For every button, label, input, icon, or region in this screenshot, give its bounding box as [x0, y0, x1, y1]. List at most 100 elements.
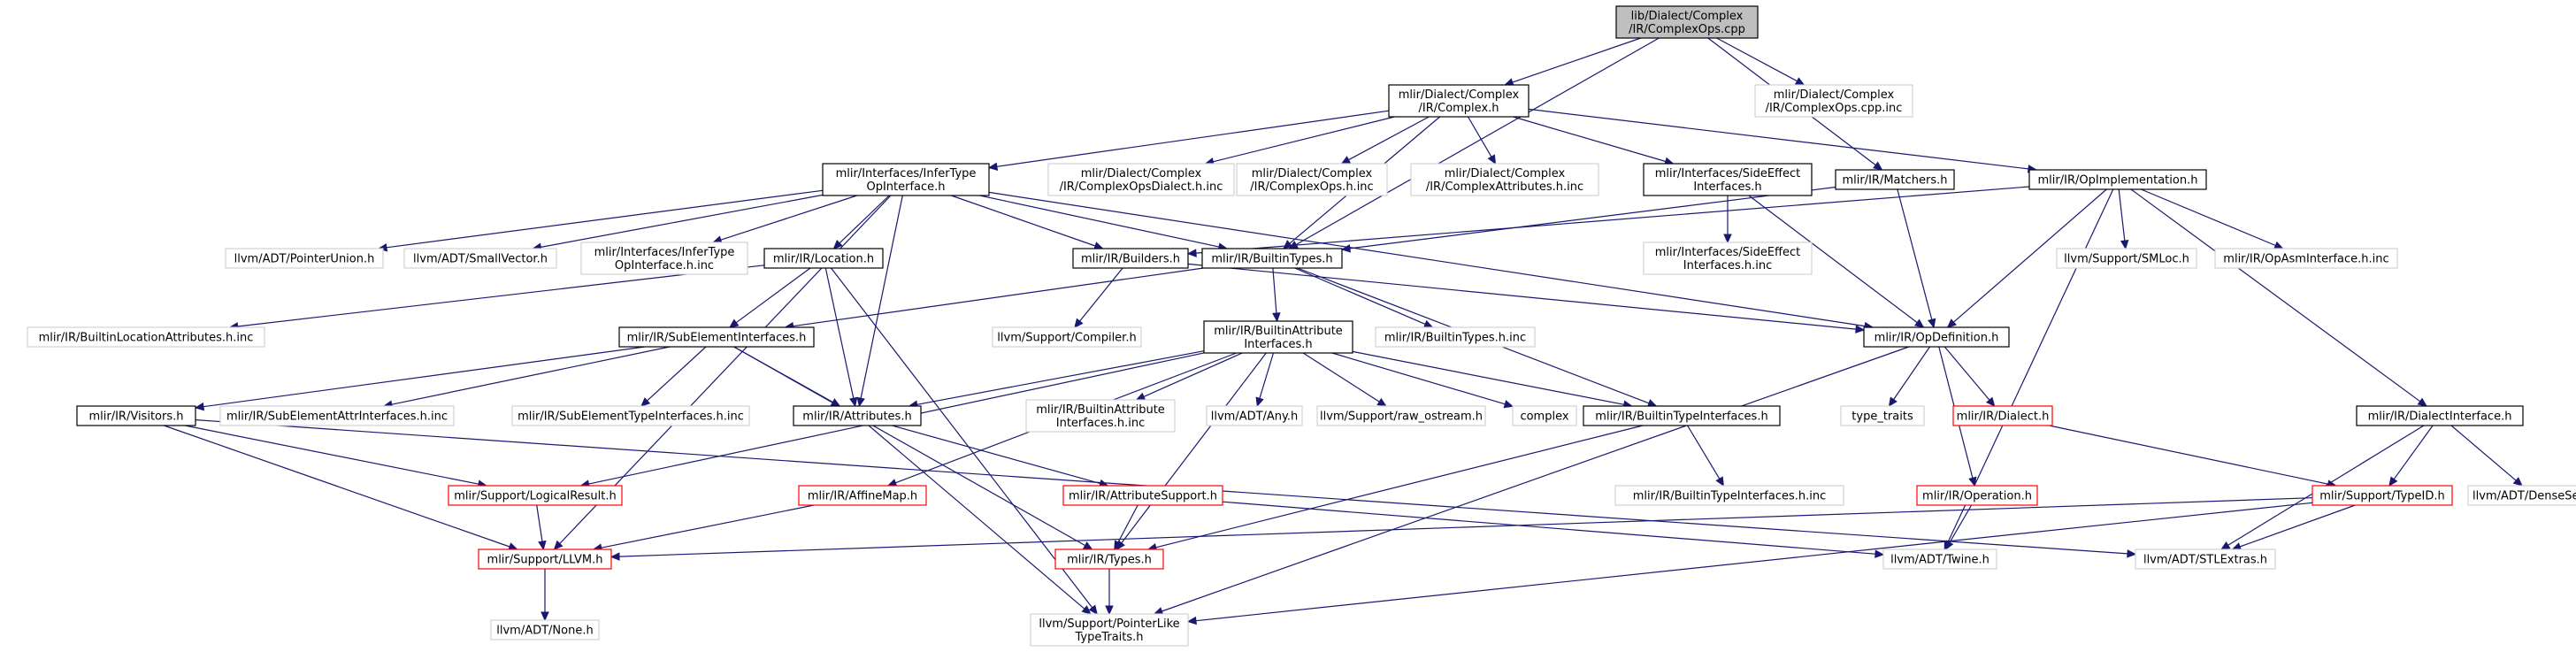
node-box [490, 619, 600, 640]
node-box [1025, 399, 1176, 433]
node-box [2312, 485, 2453, 506]
node-denseset: llvm/ADT/DenseSet.h [2467, 485, 2576, 506]
node-attrsupport[interactable]: mlir/IR/AttributeSupport.h [1062, 485, 1223, 506]
node-box [225, 248, 384, 269]
node-complex: complex [1512, 405, 1577, 426]
edge-attrsupport-to-twine [1222, 501, 1885, 558]
node-location[interactable]: mlir/IR/Location.h [763, 248, 884, 269]
node-types[interactable]: mlir/IR/Types.h [1054, 548, 1164, 570]
node-label: mlir/IR/OpImplementation.h [2038, 174, 2198, 188]
node-box [76, 405, 196, 426]
node-box [1643, 242, 1813, 275]
edge-builtintypes-to-subelement [784, 267, 1204, 331]
node-box [1072, 248, 1189, 269]
node-label: Interfaces.h [1693, 180, 1761, 194]
node-complex-h[interactable]: mlir/Dialect/Complex/IR/Complex.h [1388, 84, 1530, 118]
edge-opdefinition-to-type_traits [1888, 346, 1930, 408]
node-complexops-h-inc: mlir/Dialect/Complex/IR/ComplexOps.h.inc [1236, 163, 1388, 196]
node-label: mlir/Interfaces/SideEffect [1655, 167, 1801, 180]
node-builtintypes[interactable]: mlir/IR/BuiltinTypes.h [1201, 248, 1343, 269]
node-box [1615, 5, 1759, 39]
node-builders[interactable]: mlir/IR/Builders.h [1072, 248, 1189, 269]
edge-infertype-to-location [832, 195, 890, 249]
node-opasm-inc: mlir/IR/OpAsmInterface.h.inc [2214, 248, 2398, 269]
node-opimpl[interactable]: mlir/IR/OpImplementation.h [2028, 169, 2207, 190]
node-box [27, 326, 265, 348]
nodes-layer: lib/Dialect/Complex/IR/ComplexOps.cpp mli… [27, 5, 2576, 647]
node-box [1614, 485, 1844, 506]
node-subelement[interactable]: mlir/IR/SubElementInterfaces.h [618, 326, 815, 348]
node-label: mlir/IR/DialectInterface.h [2368, 410, 2512, 424]
node-affinemap[interactable]: mlir/IR/AffineMap.h [798, 485, 927, 506]
node-label: mlir/IR/SubElementTypeInterfaces.h.inc [518, 410, 744, 424]
edge-typeid-to-pointerlike [1186, 502, 2313, 625]
node-label: TypeTraits.h [1074, 631, 1143, 644]
node-box [219, 405, 455, 426]
node-llvm-h[interactable]: mlir/Support/LLVM.h [478, 548, 612, 570]
edge-infertype-to-infertype_inc [712, 195, 857, 244]
node-label: mlir/IR/AffineMap.h [808, 490, 917, 503]
node-visitors[interactable]: mlir/IR/Visitors.h [76, 405, 196, 426]
node-label: mlir/IR/OpAsmInterface.h.inc [2223, 253, 2388, 266]
edge-subelement-to-subelemattr_inc [382, 346, 671, 409]
node-box [1375, 326, 1536, 348]
node-box [618, 326, 815, 348]
node-attributes[interactable]: mlir/IR/Attributes.h [793, 405, 922, 426]
node-box [1388, 84, 1530, 118]
node-smallvector: llvm/ADT/SmallVector.h [403, 248, 557, 269]
node-complexops-cpp[interactable]: lib/Dialect/Complex/IR/ComplexOps.cpp [1615, 5, 1759, 39]
node-dialect[interactable]: mlir/IR/Dialect.h [1952, 405, 2053, 426]
edge-attributes-to-pointerlike [868, 425, 1092, 615]
node-label: mlir/IR/BuiltinAttribute [1214, 325, 1343, 338]
node-label: /IR/ComplexOpsDialect.h.inc [1060, 180, 1223, 194]
edge-subelement-to-subelemtype_inc [640, 346, 707, 407]
node-logicalresult[interactable]: mlir/Support/LogicalResult.h [448, 485, 623, 506]
edge-complex_h-to-complexopsdialect_inc [1204, 116, 1395, 166]
edge-location-to-builtinlocattrs_inc [228, 265, 765, 331]
node-box [2056, 248, 2197, 269]
node-box [1203, 320, 1353, 354]
edge-attributes-to-attrsupport [892, 425, 1109, 488]
node-label: mlir/Interfaces/SideEffect [1655, 246, 1801, 259]
node-box [2214, 248, 2398, 269]
node-builtintypeifaces-inc: mlir/IR/BuiltinTypeInterfaces.h.inc [1614, 485, 1844, 506]
edge-visitors-to-logicalresult [184, 425, 488, 488]
node-operation[interactable]: mlir/IR/Operation.h [1916, 485, 2038, 506]
edge-builtinattrifaces-to-any [1255, 352, 1275, 408]
node-box [448, 485, 623, 506]
edges-layer [164, 37, 2523, 625]
edge-llvm_h-to-none [540, 569, 549, 622]
node-raw-ostream: llvm/Support/raw_ostream.h [1316, 405, 1486, 426]
node-label: mlir/IR/BuiltinTypeInterfaces.h [1595, 410, 1767, 424]
node-box [1030, 613, 1189, 647]
edge-typeid-to-stlextras [2231, 504, 2356, 551]
node-label: mlir/IR/Attributes.h [802, 410, 911, 424]
edge-builtinattrifaces-to-builtinattrifaces_inc [1135, 352, 1243, 401]
edge-dialect-to-typeid [2049, 425, 2337, 488]
node-builtintypes-inc: mlir/IR/BuiltinTypes.h.inc [1375, 326, 1536, 348]
node-label: complex [1520, 410, 1568, 424]
node-label: llvm/ADT/Twine.h [1890, 554, 1990, 567]
edge-subelement-to-visitors [194, 346, 645, 411]
edge-typeid-to-llvm_h [610, 497, 2313, 561]
node-box [511, 405, 750, 426]
node-builtintypeifaces[interactable]: mlir/IR/BuiltinTypeInterfaces.h [1583, 405, 1781, 426]
node-box [2356, 405, 2524, 426]
node-label: mlir/Interfaces/InferType [594, 246, 735, 259]
node-opdefinition[interactable]: mlir/IR/OpDefinition.h [1863, 326, 2010, 348]
node-typeid[interactable]: mlir/Support/TypeID.h [2312, 485, 2453, 506]
node-dialectiface[interactable]: mlir/IR/DialectInterface.h [2356, 405, 2524, 426]
node-label: llvm/ADT/SmallVector.h [413, 253, 548, 266]
node-label: llvm/ADT/DenseSet.h [2472, 490, 2576, 503]
node-matchers[interactable]: mlir/IR/Matchers.h [1835, 169, 1955, 190]
node-box [1410, 163, 1599, 196]
node-box [1952, 405, 2053, 426]
node-box [1054, 548, 1164, 570]
node-type-traits: type_traits [1840, 405, 1925, 426]
edge-builders-to-opdefinition [1187, 263, 1866, 334]
node-box [478, 548, 612, 570]
